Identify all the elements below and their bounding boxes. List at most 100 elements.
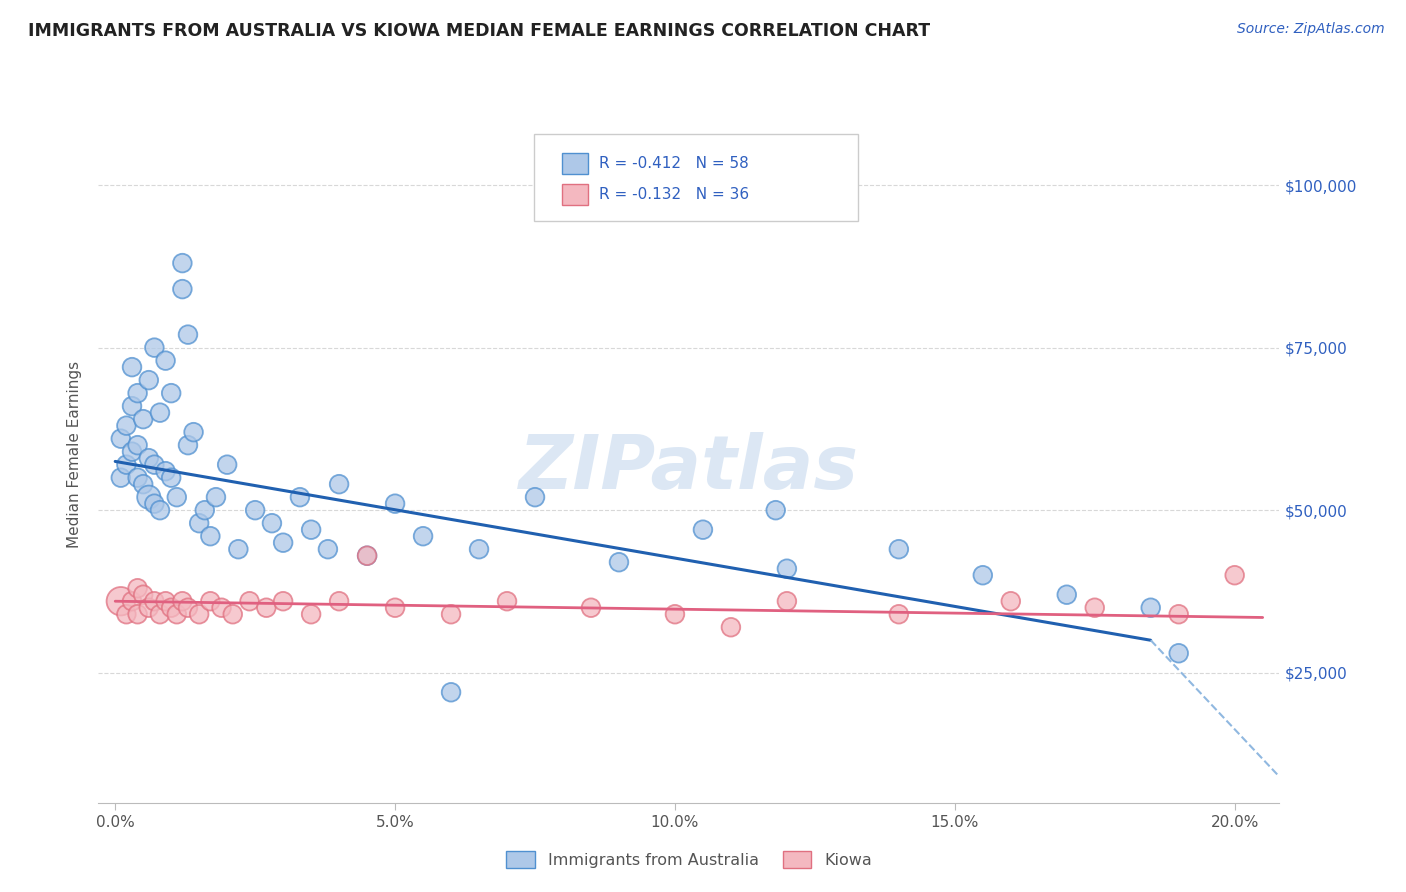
Point xyxy=(254,600,277,615)
Point xyxy=(138,490,160,504)
Point xyxy=(776,562,799,576)
Point xyxy=(664,607,686,622)
Point xyxy=(765,503,787,517)
Point xyxy=(160,386,183,401)
Point xyxy=(316,542,339,557)
Point xyxy=(132,412,155,426)
Point xyxy=(115,607,138,622)
Point xyxy=(115,418,138,433)
Point xyxy=(155,594,177,608)
Point xyxy=(384,600,406,615)
Text: Source: ZipAtlas.com: Source: ZipAtlas.com xyxy=(1237,22,1385,37)
Point xyxy=(228,542,250,557)
Text: R = -0.132   N = 36: R = -0.132 N = 36 xyxy=(599,187,749,202)
Point xyxy=(121,444,143,458)
Point xyxy=(200,594,222,608)
Point xyxy=(356,549,378,563)
Point xyxy=(183,425,205,439)
Point xyxy=(127,581,149,595)
Point xyxy=(127,607,149,622)
Point xyxy=(149,503,172,517)
Point xyxy=(524,490,547,504)
Point xyxy=(412,529,434,543)
Point xyxy=(132,477,155,491)
Text: IMMIGRANTS FROM AUSTRALIA VS KIOWA MEDIAN FEMALE EARNINGS CORRELATION CHART: IMMIGRANTS FROM AUSTRALIA VS KIOWA MEDIA… xyxy=(28,22,931,40)
Point xyxy=(132,588,155,602)
Point xyxy=(238,594,260,608)
Point xyxy=(143,497,166,511)
Point xyxy=(188,607,211,622)
Point xyxy=(288,490,311,504)
Point xyxy=(149,406,172,420)
Text: ZIPatlas: ZIPatlas xyxy=(519,433,859,506)
Point xyxy=(299,607,322,622)
Point xyxy=(127,471,149,485)
Point xyxy=(692,523,714,537)
Point xyxy=(143,458,166,472)
Point xyxy=(155,353,177,368)
Point xyxy=(110,471,132,485)
Point xyxy=(160,600,183,615)
Point xyxy=(579,600,602,615)
Point xyxy=(271,594,294,608)
Point xyxy=(328,477,350,491)
Y-axis label: Median Female Earnings: Median Female Earnings xyxy=(67,361,83,549)
Point xyxy=(115,458,138,472)
Point xyxy=(440,607,463,622)
Point xyxy=(1223,568,1246,582)
Point xyxy=(468,542,491,557)
Point xyxy=(260,516,283,531)
Point xyxy=(127,438,149,452)
Point xyxy=(138,451,160,466)
Point xyxy=(776,594,799,608)
Point xyxy=(143,341,166,355)
Point xyxy=(177,600,200,615)
Point xyxy=(205,490,228,504)
Point xyxy=(200,529,222,543)
Point xyxy=(1139,600,1161,615)
Point xyxy=(211,600,233,615)
Point xyxy=(1000,594,1022,608)
Point xyxy=(155,464,177,478)
Point xyxy=(121,399,143,413)
Point xyxy=(172,594,194,608)
Point xyxy=(384,497,406,511)
Point xyxy=(110,594,132,608)
Point xyxy=(138,373,160,387)
Point xyxy=(299,523,322,537)
Point xyxy=(222,607,245,622)
Point xyxy=(143,594,166,608)
Point xyxy=(1084,600,1107,615)
Point xyxy=(110,432,132,446)
Point xyxy=(149,607,172,622)
Point xyxy=(177,327,200,342)
Point xyxy=(177,438,200,452)
Point xyxy=(217,458,239,472)
Point xyxy=(1056,588,1078,602)
Point xyxy=(138,600,160,615)
Point xyxy=(356,549,378,563)
Point xyxy=(496,594,519,608)
Point xyxy=(440,685,463,699)
Point xyxy=(607,555,630,569)
Point xyxy=(271,535,294,549)
Point xyxy=(1167,607,1189,622)
Point xyxy=(172,256,194,270)
Point xyxy=(166,607,188,622)
Point xyxy=(127,386,149,401)
Point xyxy=(887,607,910,622)
Point xyxy=(121,594,143,608)
Point xyxy=(243,503,266,517)
Point xyxy=(328,594,350,608)
Point xyxy=(188,516,211,531)
Point xyxy=(972,568,994,582)
Point xyxy=(166,490,188,504)
Text: R = -0.412   N = 58: R = -0.412 N = 58 xyxy=(599,156,749,171)
Point xyxy=(1167,646,1189,660)
Point xyxy=(720,620,742,634)
Legend: Immigrants from Australia, Kiowa: Immigrants from Australia, Kiowa xyxy=(499,845,879,875)
Point xyxy=(172,282,194,296)
Point xyxy=(160,471,183,485)
Point xyxy=(887,542,910,557)
Point xyxy=(121,360,143,375)
